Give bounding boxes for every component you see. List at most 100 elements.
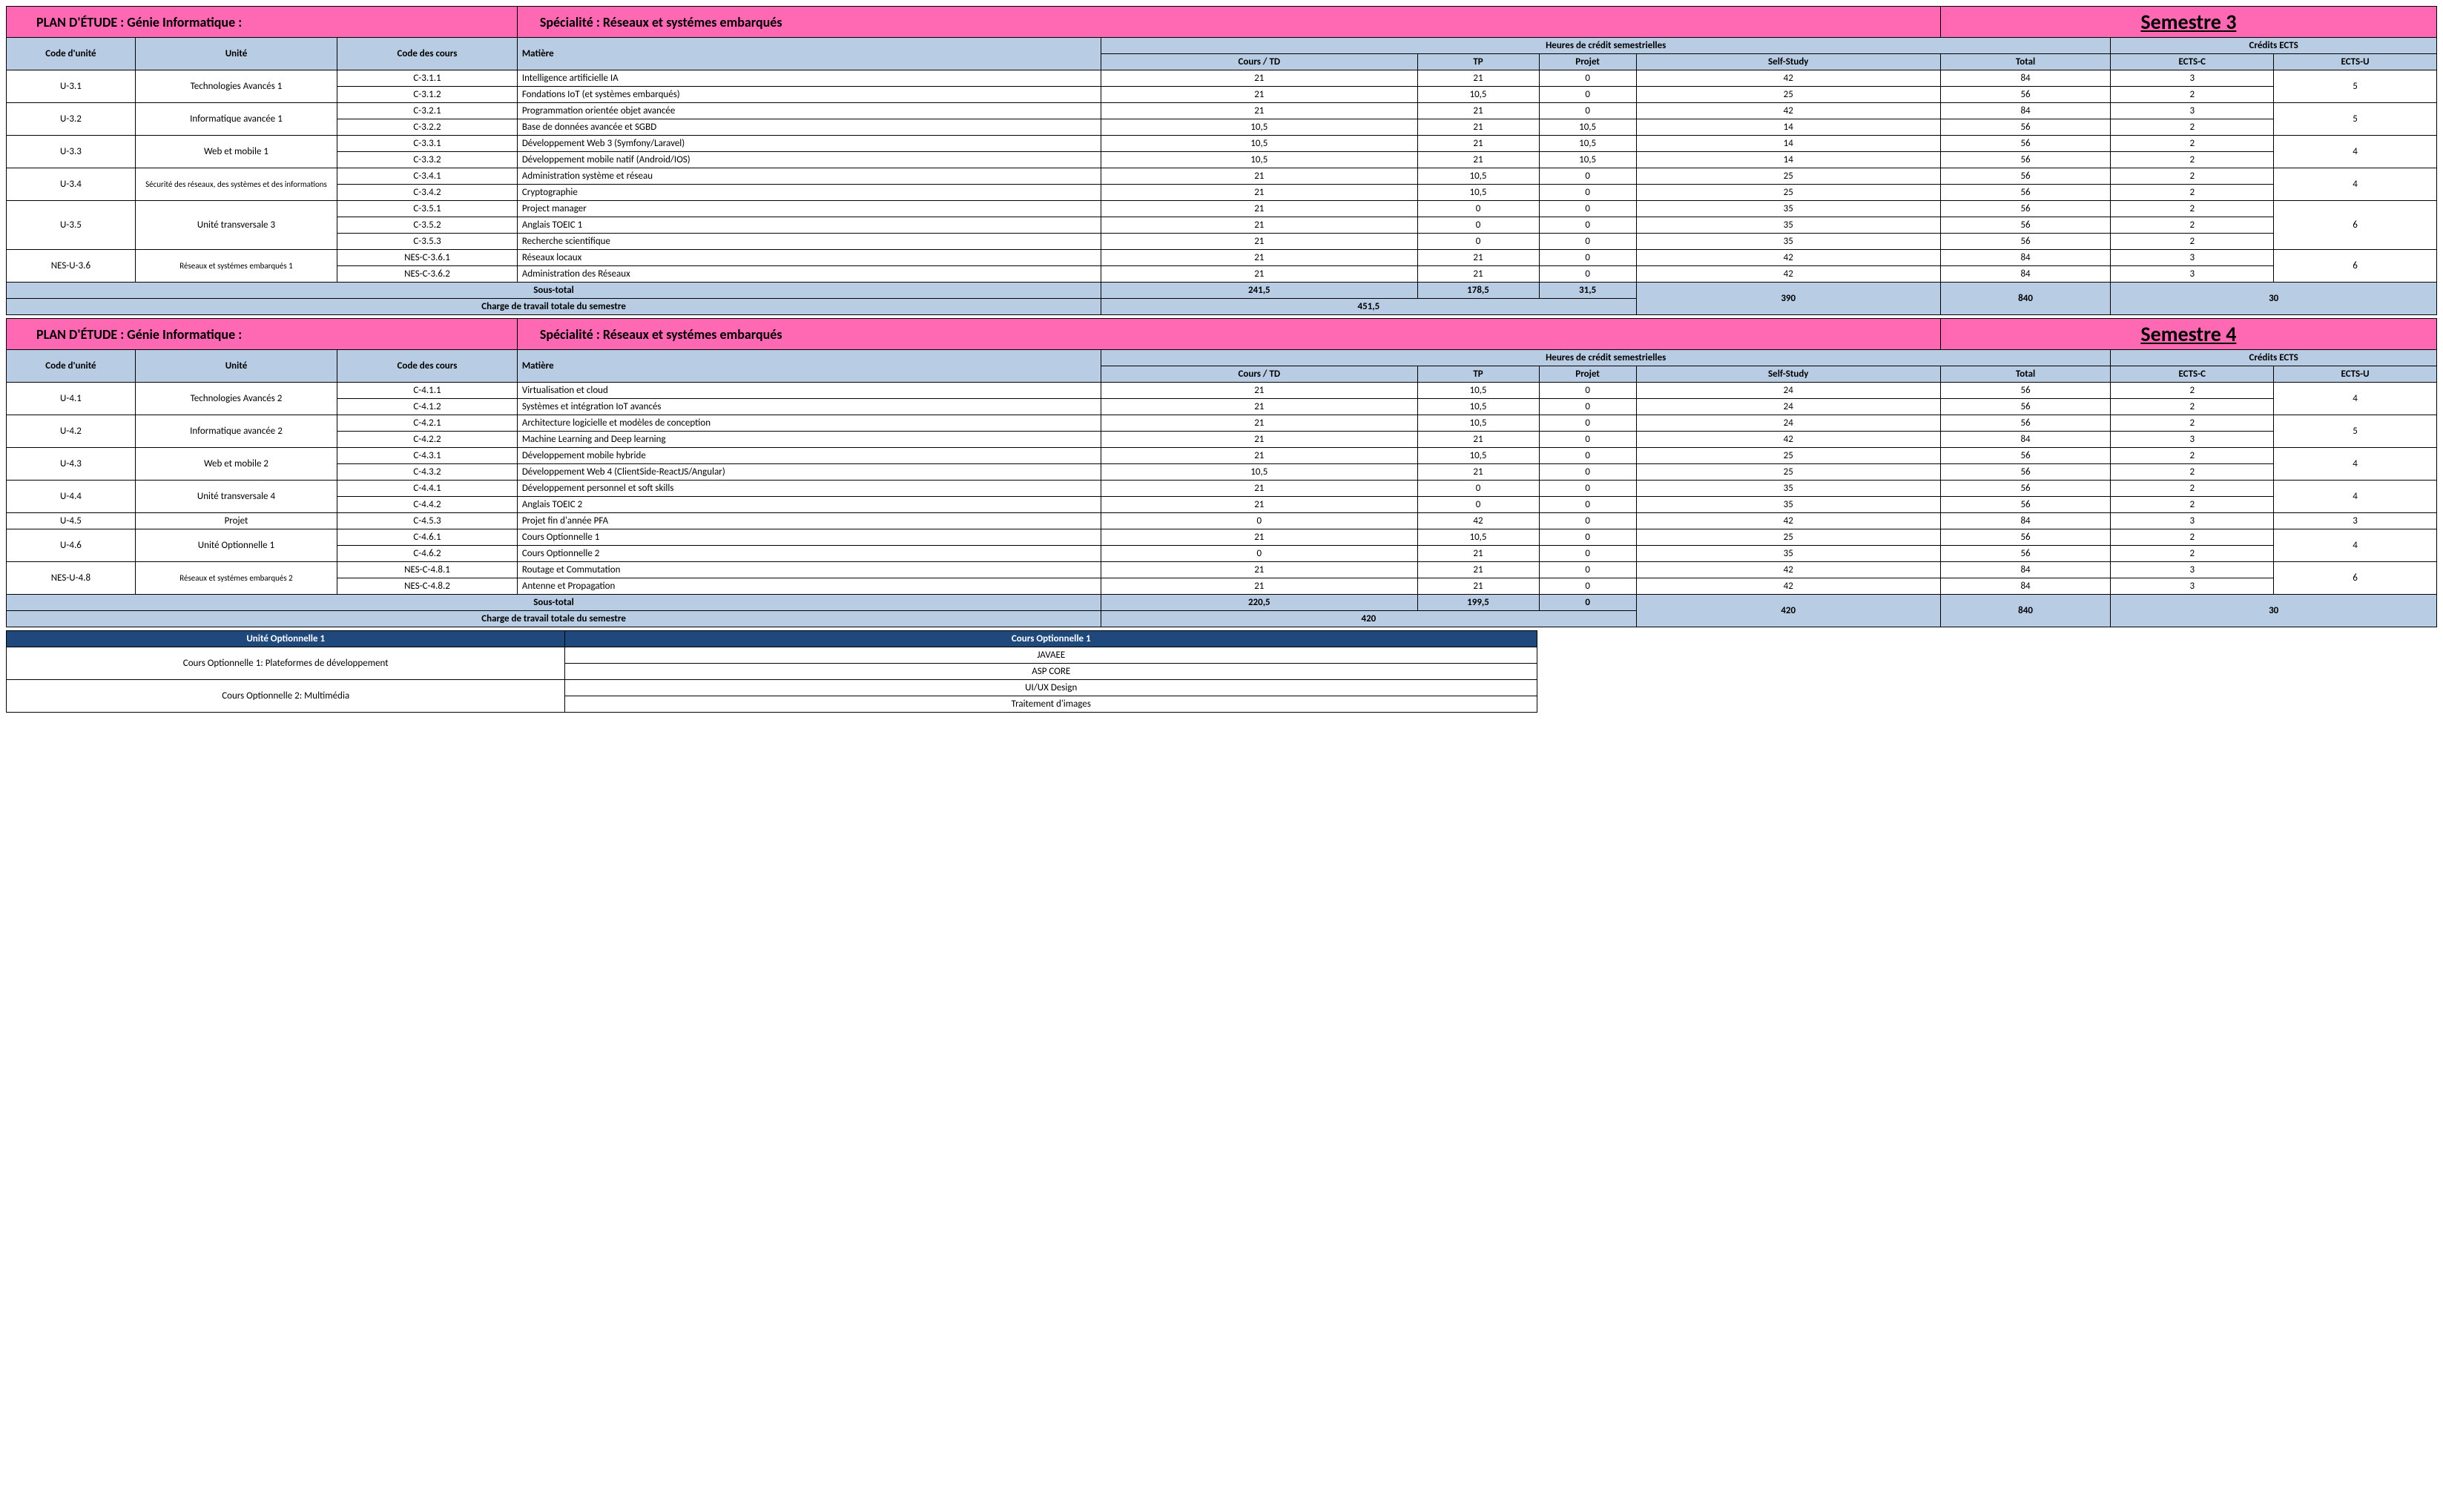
- course-ects-c: 2: [2111, 497, 2274, 513]
- course-tp: 0: [1417, 497, 1539, 513]
- course-ctd: 21: [1101, 217, 1417, 234]
- semester-table: PLAN D'ÉTUDE : Génie Informatique :Spéci…: [6, 318, 2437, 627]
- col-total: Total: [1940, 54, 2111, 70]
- subtotal-row: Sous-total220,5199,5042084030: [7, 595, 2437, 611]
- course-total: 56: [1940, 136, 2111, 152]
- course-row: C-3.3.2Développement mobile natif (Andro…: [7, 152, 2437, 168]
- subtotal-selfstudy: 390: [1636, 283, 1940, 315]
- unit-code: U-4.1: [7, 383, 136, 415]
- course-row: NES-U-3.6Réseaux et systémes embarqués 1…: [7, 250, 2437, 266]
- course-matiere: Développement Web 4 (ClientSide-ReactJS/…: [517, 464, 1101, 481]
- course-total: 56: [1940, 529, 2111, 546]
- course-selfstudy: 35: [1636, 234, 1940, 250]
- course-row: C-3.2.2Base de données avancée et SGBD10…: [7, 119, 2437, 136]
- course-ects-c: 2: [2111, 464, 2274, 481]
- course-row: U-4.6Unité Optionnelle 1C-4.6.1Cours Opt…: [7, 529, 2437, 546]
- course-selfstudy: 25: [1636, 168, 1940, 185]
- course-ects-c: 2: [2111, 168, 2274, 185]
- course-total: 84: [1940, 578, 2111, 595]
- col-ects-c: ECTS-C: [2111, 366, 2274, 383]
- course-code: C-4.3.1: [337, 448, 518, 464]
- course-row: U-3.1Technologies Avancés 1C-3.1.1Intell…: [7, 70, 2437, 87]
- course-ctd: 21: [1101, 201, 1417, 217]
- course-code: NES-C-3.6.2: [337, 266, 518, 283]
- course-total: 56: [1940, 481, 2111, 497]
- course-selfstudy: 24: [1636, 383, 1940, 399]
- course-total: 56: [1940, 234, 2111, 250]
- course-ects-c: 2: [2111, 152, 2274, 168]
- course-tp: 21: [1417, 119, 1539, 136]
- course-row: NES-C-4.8.2Antenne et Propagation2121042…: [7, 578, 2437, 595]
- column-header-row-1: Code d'unitéUnitéCode des coursMatièreHe…: [7, 38, 2437, 54]
- unit-code: U-4.4: [7, 481, 136, 513]
- course-ctd: 0: [1101, 513, 1417, 529]
- unit-ects-u: 5: [2274, 103, 2437, 136]
- course-matiere: Anglais TOEIC 2: [517, 497, 1101, 513]
- unit-ects-u: 6: [2274, 562, 2437, 595]
- col-credits: Crédits ECTS: [2111, 38, 2437, 54]
- unit-name: Informatique avancée 1: [135, 103, 337, 136]
- options-header-row: Unité Optionnelle 1Cours Optionnelle 1: [7, 631, 1537, 647]
- option-row: Cours Optionnelle 1: Plateformes de déve…: [7, 647, 1537, 664]
- option-course: UI/UX Design: [565, 680, 1537, 696]
- course-total: 56: [1940, 415, 2111, 432]
- unit-ects-u: 5: [2274, 415, 2437, 448]
- course-row: C-4.3.2Développement Web 4 (ClientSide-R…: [7, 464, 2437, 481]
- option-unit: Cours Optionnelle 2: Multimédia: [7, 680, 565, 713]
- course-matiere: Recherche scientifique: [517, 234, 1101, 250]
- course-ctd: 21: [1101, 399, 1417, 415]
- course-code: C-3.1.1: [337, 70, 518, 87]
- course-total: 84: [1940, 513, 2111, 529]
- subtotal-selfstudy: 420: [1636, 595, 1940, 627]
- course-projet: 10,5: [1539, 152, 1636, 168]
- course-ctd: 21: [1101, 562, 1417, 578]
- course-matiere: Anglais TOEIC 1: [517, 217, 1101, 234]
- course-tp: 0: [1417, 234, 1539, 250]
- course-matiere: Cryptographie: [517, 185, 1101, 201]
- course-code: C-4.1.1: [337, 383, 518, 399]
- course-ctd: 21: [1101, 266, 1417, 283]
- course-ctd: 10,5: [1101, 136, 1417, 152]
- course-tp: 21: [1417, 432, 1539, 448]
- unit-code: U-3.3: [7, 136, 136, 168]
- course-code: NES-C-4.8.2: [337, 578, 518, 595]
- course-matiere: Développement Web 3 (Symfony/Laravel): [517, 136, 1101, 152]
- col-credits: Crédits ECTS: [2111, 350, 2437, 366]
- course-code: C-4.2.2: [337, 432, 518, 448]
- options-header-unit: Unité Optionnelle 1: [7, 631, 565, 647]
- course-ctd: 21: [1101, 383, 1417, 399]
- course-tp: 10,5: [1417, 415, 1539, 432]
- course-total: 56: [1940, 87, 2111, 103]
- charge-total: 451,5: [1101, 299, 1637, 315]
- course-code: C-3.3.2: [337, 152, 518, 168]
- course-row: C-3.1.2Fondations IoT (et systèmes embar…: [7, 87, 2437, 103]
- col-cours-td: Cours / TD: [1101, 366, 1417, 383]
- course-matiere: Cours Optionnelle 2: [517, 546, 1101, 562]
- course-projet: 0: [1539, 168, 1636, 185]
- unit-ects-u: 4: [2274, 529, 2437, 562]
- course-projet: 10,5: [1539, 136, 1636, 152]
- unit-ects-u: 4: [2274, 168, 2437, 201]
- unit-code: U-4.5: [7, 513, 136, 529]
- course-total: 84: [1940, 70, 2111, 87]
- course-code: C-3.4.2: [337, 185, 518, 201]
- course-ctd: 10,5: [1101, 152, 1417, 168]
- course-selfstudy: 14: [1636, 119, 1940, 136]
- course-row: U-3.5Unité transversale 3C-3.5.1Project …: [7, 201, 2437, 217]
- course-tp: 0: [1417, 217, 1539, 234]
- subtotal-total: 840: [1940, 595, 2111, 627]
- course-selfstudy: 42: [1636, 513, 1940, 529]
- col-projet: Projet: [1539, 54, 1636, 70]
- course-selfstudy: 14: [1636, 136, 1940, 152]
- course-code: NES-C-3.6.1: [337, 250, 518, 266]
- unit-name: Technologies Avancés 2: [135, 383, 337, 415]
- course-code: C-3.3.1: [337, 136, 518, 152]
- course-projet: 0: [1539, 464, 1636, 481]
- semester-title: Semestre 3: [1940, 7, 2436, 38]
- course-row: U-3.2Informatique avancée 1C-3.2.1Progra…: [7, 103, 2437, 119]
- course-code: C-3.5.1: [337, 201, 518, 217]
- course-tp: 21: [1417, 266, 1539, 283]
- course-ects-c: 2: [2111, 234, 2274, 250]
- course-total: 56: [1940, 448, 2111, 464]
- course-ects-c: 2: [2111, 119, 2274, 136]
